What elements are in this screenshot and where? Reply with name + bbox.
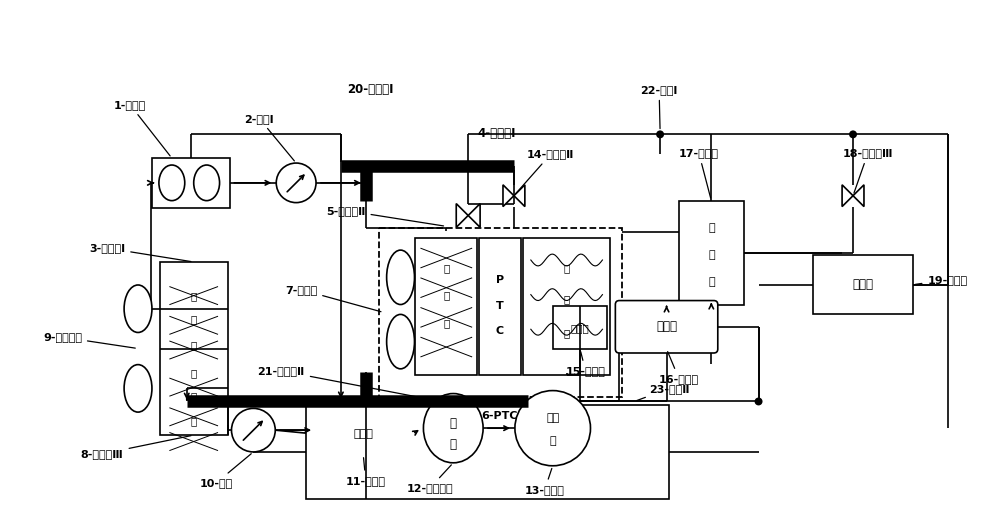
Bar [152,158,230,207]
Bar [679,201,744,305]
Text: 凝: 凝 [708,250,715,260]
Circle shape [232,408,275,452]
FancyBboxPatch shape [615,301,718,353]
Text: 20-四通管Ⅰ: 20-四通管Ⅰ [347,83,394,96]
Text: 器: 器 [564,328,570,338]
Text: 1-发动机: 1-发动机 [114,100,170,156]
Text: 3-散热器Ⅰ: 3-散热器Ⅰ [89,243,191,262]
Text: 14-电磁阀Ⅱ: 14-电磁阀Ⅱ [516,149,574,193]
Text: 5-散热器Ⅱ: 5-散热器Ⅱ [326,205,444,226]
Text: 散: 散 [443,263,449,273]
Text: 机: 机 [549,436,556,446]
Text: 热: 热 [443,291,449,301]
Polygon shape [503,185,514,206]
Text: 电: 电 [450,417,457,430]
Text: 发: 发 [564,294,570,305]
Bar [813,255,913,315]
Circle shape [849,131,857,138]
Text: 冷: 冷 [708,224,715,233]
Text: 19-电池包: 19-电池包 [915,275,968,285]
Bar [415,238,477,375]
Bar [306,406,669,499]
Text: 21-四通管Ⅱ: 21-四通管Ⅱ [258,366,418,397]
Bar [160,262,228,435]
Text: 机: 机 [450,437,457,450]
Text: 2-水泵Ⅰ: 2-水泵Ⅰ [245,113,294,161]
Text: P: P [496,275,504,285]
Text: 压缩机: 压缩机 [656,320,677,333]
Text: 器: 器 [708,277,715,287]
Text: 8-散热器Ⅲ: 8-散热器Ⅲ [81,436,191,459]
Bar [316,413,411,455]
Polygon shape [514,185,525,206]
Text: 蒸发器: 蒸发器 [571,323,589,333]
Text: 22-三通Ⅰ: 22-三通Ⅰ [640,85,678,128]
Text: 发电: 发电 [546,413,559,423]
Bar [553,306,607,349]
Circle shape [276,163,316,203]
Text: T: T [496,301,504,310]
Text: 器: 器 [191,416,197,426]
Circle shape [656,131,664,138]
Text: 散: 散 [191,292,197,302]
Text: 10-水泵: 10-水泵 [200,454,251,488]
Text: 器: 器 [443,318,449,328]
Text: 11-逆变器: 11-逆变器 [346,458,386,486]
Text: 9-冷却风扇: 9-冷却风扇 [43,332,135,348]
Polygon shape [468,204,480,227]
Text: 18-电磁阀Ⅲ: 18-电磁阀Ⅲ [843,148,893,193]
Bar [379,228,622,397]
Text: 16-压缩机: 16-压缩机 [659,352,699,384]
Text: 13-发电机: 13-发电机 [525,469,565,495]
Ellipse shape [194,165,220,201]
Circle shape [755,397,763,406]
Ellipse shape [423,394,483,463]
Ellipse shape [515,391,590,466]
Text: 15-蜃发器: 15-蜃发器 [566,352,605,376]
Ellipse shape [387,250,414,305]
Text: 4-电磁阀Ⅰ: 4-电磁阀Ⅰ [478,127,516,140]
Polygon shape [853,185,864,206]
Text: 电池包: 电池包 [852,278,873,291]
Text: 热: 热 [191,315,197,324]
Text: 器: 器 [191,340,197,350]
Bar [523,238,610,375]
Text: 17-冷凝器: 17-冷凝器 [679,148,719,198]
Text: 蒸: 蒸 [564,263,570,273]
Ellipse shape [124,365,152,412]
Text: 6-PTC: 6-PTC [482,401,518,421]
Polygon shape [842,185,853,206]
Text: 热: 热 [191,391,197,401]
Bar [479,238,521,375]
Ellipse shape [387,315,414,369]
Text: 23-三通Ⅱ: 23-三通Ⅱ [637,384,689,400]
Text: 7-鼓风机: 7-鼓风机 [285,284,381,311]
Text: 逆变器: 逆变器 [353,429,373,439]
Text: C: C [496,326,504,336]
Text: 12-驱动电机: 12-驱动电机 [407,465,454,492]
Polygon shape [456,204,468,227]
Ellipse shape [124,285,152,332]
Ellipse shape [159,165,185,201]
Text: 散: 散 [191,368,197,378]
